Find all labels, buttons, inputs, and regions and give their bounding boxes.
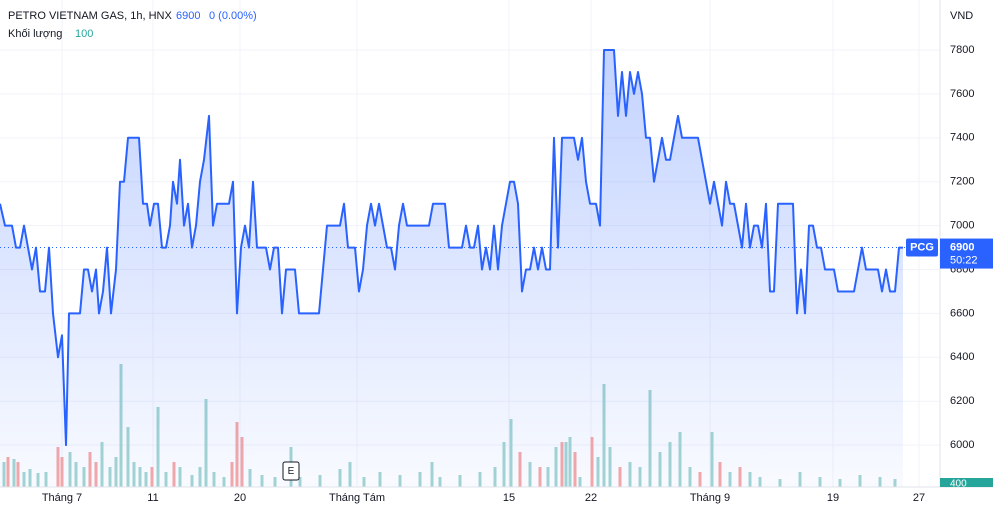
currency: VND (950, 10, 973, 22)
y-tick-label: 6200 (950, 395, 974, 407)
x-tick-label: Tháng Tám (329, 492, 385, 504)
area-fill (0, 50, 903, 487)
event-label[interactable]: E (288, 466, 295, 477)
x-tick-label: Tháng 7 (42, 492, 82, 504)
x-tick-label: 15 (503, 492, 515, 504)
countdown: 50:22 (950, 254, 978, 266)
y-tick-label: 6600 (950, 307, 974, 319)
volume-tag (940, 478, 993, 487)
change: 0 (0.00%) (209, 10, 257, 22)
y-tick-label: 7400 (950, 132, 974, 144)
volume-value: 100 (75, 28, 93, 40)
y-tick-label: 7600 (950, 88, 974, 100)
price-tag-value: 6900 (950, 241, 974, 253)
x-tick-label: 20 (234, 492, 246, 504)
y-tick-label: 6000 (950, 439, 974, 451)
event-marker[interactable] (282, 461, 300, 481)
y-tick-label: 7000 (950, 220, 974, 232)
x-tick-label: 22 (585, 492, 597, 504)
title: PETRO VIETNAM GAS, 1h, HNX (8, 10, 172, 22)
y-tick-label: 6400 (950, 351, 974, 363)
x-tick-label: Tháng 9 (690, 492, 730, 504)
volume-tag-value: 400 (950, 479, 967, 490)
y-tick-label: 7200 (950, 176, 974, 188)
last-price: 6900 (176, 10, 200, 22)
x-tick-label: 19 (827, 492, 839, 504)
symbol-label: PCG (910, 241, 934, 253)
x-tick-label: 11 (147, 492, 158, 504)
symbol-tag (906, 238, 938, 257)
x-tick-label: 27 (913, 492, 925, 504)
price-tag (940, 238, 993, 269)
y-tick-label: 7800 (950, 44, 974, 56)
price-line (0, 49, 903, 447)
volume-label: Khối lượng (8, 28, 62, 40)
